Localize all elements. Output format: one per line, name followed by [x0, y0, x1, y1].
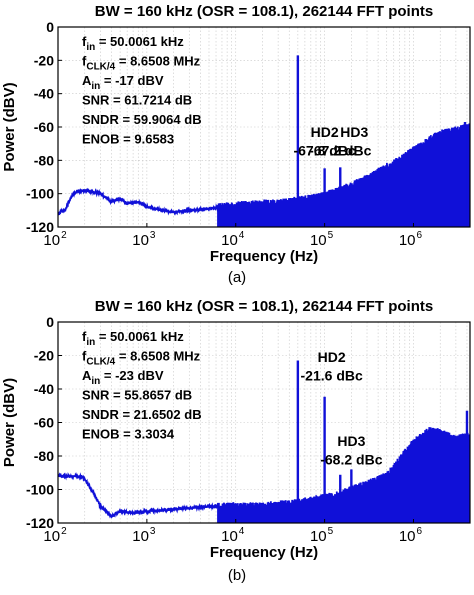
info-subscript: in	[91, 376, 100, 387]
y-axis-label: Power (dBV)	[1, 378, 18, 467]
x-axis-label: Frequency (Hz)	[210, 248, 318, 265]
y-tick-label: -20	[34, 348, 54, 364]
spectrum-line	[58, 427, 470, 523]
info-text: ENOB = 3.3034	[82, 427, 175, 442]
x-tick-label: 102	[43, 230, 67, 249]
panel-label: (a)	[228, 269, 246, 286]
x-tick-exponent: 5	[328, 230, 334, 241]
y-axis-label: Power (dBV)	[1, 82, 18, 171]
info-subscript: CLK/4	[86, 62, 115, 73]
x-tick-label: 106	[399, 230, 423, 249]
info-text: = 8.6508 MHz	[115, 54, 200, 69]
info-subscript: CLK/4	[86, 357, 115, 368]
info-line: Ain = -17 dBV	[82, 73, 164, 92]
x-tick-exponent: 3	[150, 526, 156, 537]
chart-title: BW = 160 kHz (OSR = 108.1), 262144 FFT p…	[95, 298, 433, 315]
info-text: f	[82, 349, 87, 364]
info-subscript: in	[91, 81, 100, 92]
info-text: = 8.6508 MHz	[115, 349, 200, 364]
y-tick-label: -40	[34, 86, 54, 102]
info-text: f	[82, 34, 87, 49]
y-tick-label: 0	[46, 314, 54, 330]
info-line: ENOB = 3.3034	[82, 427, 175, 442]
y-tick-label: -100	[26, 482, 54, 498]
info-text: f	[82, 329, 87, 344]
info-text: ENOB = 9.6583	[82, 132, 174, 147]
info-text: SNDR = 21.6502 dB	[82, 407, 202, 422]
x-tick-label: 106	[399, 526, 423, 545]
y-tick-label: -120	[26, 515, 54, 531]
y-tick-label: -60	[34, 415, 54, 431]
x-tick-exponent: 6	[417, 526, 423, 537]
info-text: SNR = 61.7214 dB	[82, 93, 192, 108]
annotation-3: -67.2 dBc	[309, 142, 371, 158]
info-text: A	[82, 73, 92, 88]
y-tick-label: -60	[34, 119, 54, 135]
info-line: SNDR = 21.6502 dB	[82, 407, 202, 422]
annotation-1: -21.6 dBc	[301, 368, 363, 384]
x-tick-label: 104	[221, 526, 245, 545]
info-line: ENOB = 9.6583	[82, 132, 174, 147]
info-text: = -23 dBV	[100, 368, 164, 383]
x-tick-exponent: 4	[239, 526, 245, 537]
annotation-2: HD3	[337, 433, 365, 449]
annotation-0: HD2	[311, 124, 339, 140]
chart-title: BW = 160 kHz (OSR = 108.1), 262144 FFT p…	[95, 3, 433, 20]
info-subscript: in	[86, 337, 95, 348]
info-line: SNR = 55.8657 dB	[82, 388, 192, 403]
x-tick-label: 105	[310, 230, 334, 249]
x-tick-exponent: 6	[417, 230, 423, 241]
x-tick-label: 103	[132, 526, 156, 545]
annotation-3: -68.2 dBc	[320, 451, 382, 467]
x-tick-label: 103	[132, 230, 156, 249]
x-tick-exponent: 2	[61, 526, 67, 537]
y-tick-label: -80	[34, 448, 54, 464]
info-subscript: in	[86, 42, 95, 53]
info-text: = 50.0061 kHz	[95, 34, 184, 49]
annotation-1: -67.8 dBc	[293, 142, 355, 158]
annotation-0: HD2	[318, 349, 346, 365]
x-tick-label: 105	[310, 526, 334, 545]
info-line: SNDR = 59.9064 dB	[82, 112, 202, 127]
info-line: fin = 50.0061 kHz	[82, 329, 184, 348]
info-line: fCLK/4 = 8.6508 MHz	[82, 54, 201, 73]
info-text: = -17 dBV	[100, 73, 164, 88]
y-tick-label: -120	[26, 219, 54, 235]
info-text: A	[82, 368, 92, 383]
y-tick-label: -80	[34, 152, 54, 168]
info-text: f	[82, 54, 87, 69]
x-tick-exponent: 3	[150, 230, 156, 241]
y-tick-label: -100	[26, 186, 54, 202]
info-line: SNR = 61.7214 dB	[82, 93, 192, 108]
info-text: SNDR = 59.9064 dB	[82, 112, 202, 127]
y-tick-label: -20	[34, 52, 54, 68]
spectrum-line	[58, 123, 470, 227]
info-line: fin = 50.0061 kHz	[82, 34, 184, 53]
y-tick-label: -40	[34, 381, 54, 397]
info-line: Ain = -23 dBV	[82, 368, 164, 387]
info-text: = 50.0061 kHz	[95, 329, 184, 344]
info-line: fCLK/4 = 8.6508 MHz	[82, 349, 201, 368]
y-tick-label: 0	[46, 19, 54, 35]
x-tick-exponent: 4	[239, 230, 245, 241]
x-tick-exponent: 5	[328, 526, 334, 537]
annotation-2: HD3	[340, 124, 368, 140]
info-text: SNR = 55.8657 dB	[82, 388, 192, 403]
x-tick-exponent: 2	[61, 230, 67, 241]
panel-label: (b)	[228, 567, 246, 584]
x-tick-label: 102	[43, 526, 67, 545]
x-tick-label: 104	[221, 230, 245, 249]
x-axis-label: Frequency (Hz)	[210, 544, 318, 561]
